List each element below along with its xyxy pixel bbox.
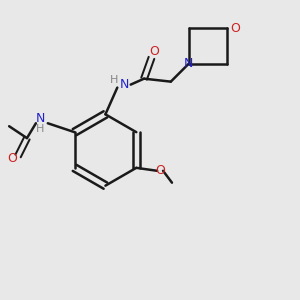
Text: O: O	[155, 164, 165, 177]
Text: N: N	[120, 78, 129, 91]
Text: H: H	[36, 124, 44, 134]
Text: H: H	[110, 75, 118, 85]
Text: O: O	[230, 22, 240, 34]
Text: N: N	[184, 57, 193, 70]
Text: O: O	[149, 45, 159, 58]
Text: N: N	[36, 112, 45, 125]
Text: O: O	[7, 152, 17, 165]
